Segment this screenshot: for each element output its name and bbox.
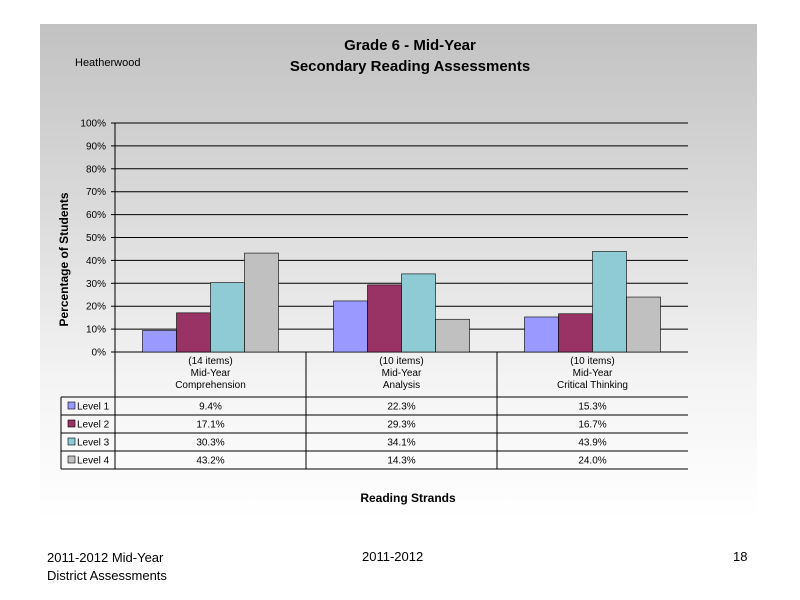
category-label: Comprehension	[175, 380, 246, 391]
category-label: (14 items)	[188, 356, 232, 367]
footer-left-line2: District Assessments	[47, 568, 167, 583]
data-label: 17.1%	[196, 420, 224, 431]
legend-label: Level 1	[77, 402, 110, 413]
data-label: 43.2%	[196, 456, 224, 467]
bar-level-3	[592, 251, 627, 353]
y-tick-label: 50%	[86, 233, 106, 244]
bar-level-4	[626, 296, 661, 353]
legend-label: Level 4	[77, 456, 110, 467]
bar-level-1	[142, 330, 177, 353]
data-label: 30.3%	[196, 438, 224, 449]
bar-level-2	[367, 284, 402, 353]
y-tick-label: 40%	[86, 256, 106, 267]
bar-level-4	[435, 318, 470, 353]
category-label: Mid-Year	[573, 368, 613, 379]
y-axis-title: Percentage of Students	[57, 192, 71, 326]
bar-level-4	[244, 252, 279, 353]
data-label: 22.3%	[387, 402, 415, 413]
y-tick-label: 90%	[86, 141, 106, 152]
data-label: 9.4%	[199, 402, 222, 413]
legend-label: Level 3	[77, 438, 110, 449]
bar-level-1	[333, 300, 368, 353]
data-label: 14.3%	[387, 456, 415, 467]
bar-level-1	[524, 316, 559, 353]
legend-label: Level 2	[77, 420, 110, 431]
data-label: 16.7%	[578, 420, 606, 431]
y-tick-label: 70%	[86, 187, 106, 198]
data-label: 34.1%	[387, 438, 415, 449]
category-label: Mid-Year	[382, 368, 422, 379]
bar-level-3	[210, 282, 245, 353]
category-label: Mid-Year	[191, 368, 231, 379]
footer-left-line1: 2011-2012 Mid-Year	[47, 550, 164, 565]
chart-title-line1: Grade 6 - Mid-Year	[344, 37, 476, 54]
category-label: (10 items)	[379, 356, 423, 367]
y-tick-label: 30%	[86, 279, 106, 290]
bar-level-2	[558, 313, 593, 353]
category-label: Critical Thinking	[557, 380, 628, 391]
legend-key	[67, 419, 76, 428]
y-tick-label: 10%	[86, 325, 106, 336]
data-label: 43.9%	[578, 438, 606, 449]
category-label: Analysis	[383, 380, 420, 391]
footer-left: 2011-2012 Mid-Year District Assessments	[47, 549, 167, 585]
x-axis-title: Reading Strands	[360, 491, 456, 505]
legend-key	[67, 437, 76, 446]
data-label: 29.3%	[387, 420, 415, 431]
y-tick-label: 0%	[92, 348, 107, 359]
y-tick-label: 20%	[86, 302, 106, 313]
page-number: 18	[733, 549, 748, 564]
chart-title-line2: Secondary Reading Assessments	[289, 58, 531, 75]
data-label: 15.3%	[578, 402, 606, 413]
y-tick-label: 100%	[80, 119, 106, 130]
y-tick-label: 60%	[86, 210, 106, 221]
legend-key	[67, 401, 76, 410]
category-label: (10 items)	[570, 356, 614, 367]
data-label: 24.0%	[578, 456, 606, 467]
school-name: Heatherwood	[75, 57, 141, 69]
bar-level-3	[401, 273, 436, 353]
footer-center: 2011-2012	[362, 549, 424, 564]
chart-panel	[40, 24, 757, 520]
y-tick-label: 80%	[86, 164, 106, 175]
legend-key	[67, 455, 76, 464]
bar-level-2	[176, 312, 211, 353]
